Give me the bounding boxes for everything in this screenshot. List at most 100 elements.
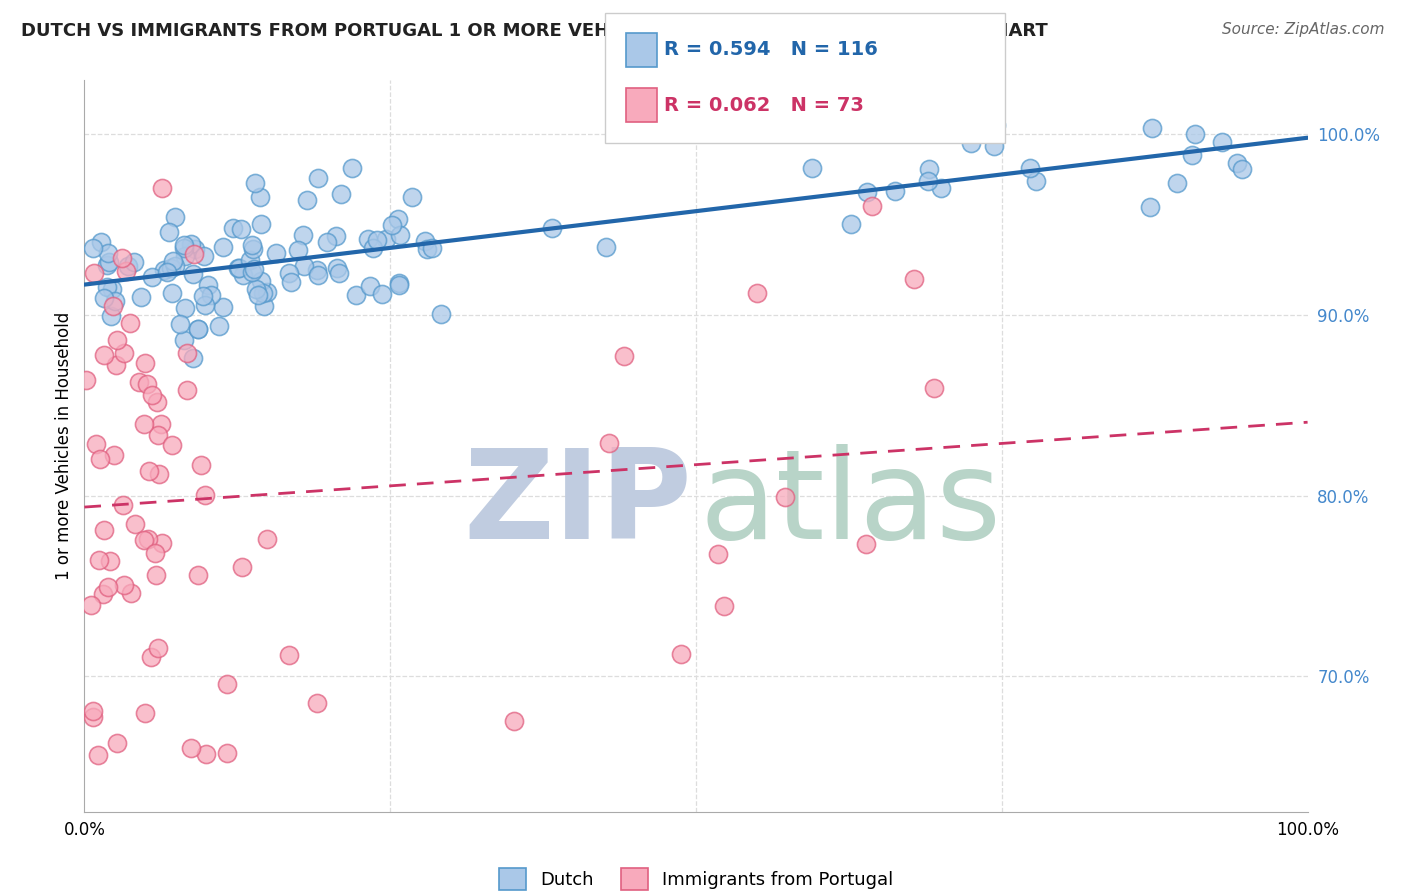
Point [287,243,309,257]
Point [112,499,135,513]
Point [242,261,264,276]
Point [231,268,253,282]
Point [86,747,108,762]
Point [146,394,169,409]
Point [193,249,215,263]
Point [245,282,267,296]
Point [143,546,166,560]
Point [316,235,339,250]
Point [93,348,115,362]
Point [328,266,350,280]
Point [1232,162,1254,177]
Point [120,586,142,600]
Point [173,237,195,252]
Point [103,448,125,462]
Point [326,260,349,275]
Point [82,704,104,718]
Point [388,276,411,290]
Point [240,265,263,279]
Point [135,377,157,392]
Point [344,287,367,301]
Point [174,249,197,263]
Point [82,710,104,724]
Point [194,298,217,312]
Point [416,242,439,256]
Point [152,263,174,277]
Point [1211,135,1233,149]
Point [388,278,411,293]
Point [96,280,118,294]
Point [231,222,253,236]
Point [141,388,163,402]
Point [114,264,136,278]
Text: ZIP: ZIP [464,444,692,565]
Point [148,641,170,656]
Point [228,260,250,275]
Point [159,261,181,276]
Point [1184,127,1206,141]
Point [357,232,380,246]
Point [917,174,939,188]
Point [903,272,925,286]
Y-axis label: 1 or more Vehicles in Household: 1 or more Vehicles in Household [55,312,73,580]
Point [256,532,278,546]
Point [305,263,328,277]
Point [157,225,180,239]
Point [706,548,728,562]
Point [1181,148,1204,162]
Point [250,274,273,288]
Point [249,189,271,203]
Point [97,254,120,268]
Point [292,259,315,273]
Point [150,536,173,550]
Point [89,553,111,567]
Point [98,554,121,568]
Point [860,199,883,213]
Point [839,217,862,231]
Point [197,277,219,292]
Point [111,251,134,265]
Point [136,532,159,546]
Point [297,194,319,208]
Point [401,190,423,204]
Point [90,235,112,250]
Point [183,246,205,260]
Point [187,568,209,582]
Point [669,648,692,662]
Point [242,242,264,256]
Point [162,286,184,301]
Point [256,285,278,300]
Point [122,254,145,268]
Legend: Dutch, Immigrants from Portugal: Dutch, Immigrants from Portugal [491,861,901,892]
Point [340,161,363,175]
Point [190,458,212,472]
Point [97,246,120,260]
Point [595,240,617,254]
Point [160,438,183,452]
Point [1226,156,1249,170]
Point [180,741,202,756]
Point [960,136,983,151]
Point [1140,121,1163,136]
Point [191,288,214,302]
Point [187,321,209,335]
Point [105,736,128,750]
Point [100,309,122,323]
Point [91,587,114,601]
Point [325,229,347,244]
Point [388,228,411,243]
Point [221,220,243,235]
Text: atlas: atlas [700,444,1001,565]
Point [239,253,262,268]
Point [1166,176,1188,190]
Point [541,221,564,235]
Point [105,333,128,347]
Point [84,437,107,451]
Point [104,358,127,372]
Point [243,177,266,191]
Point [181,268,204,282]
Point [173,333,195,347]
Point [883,185,905,199]
Point [200,288,222,302]
Point [129,290,152,304]
